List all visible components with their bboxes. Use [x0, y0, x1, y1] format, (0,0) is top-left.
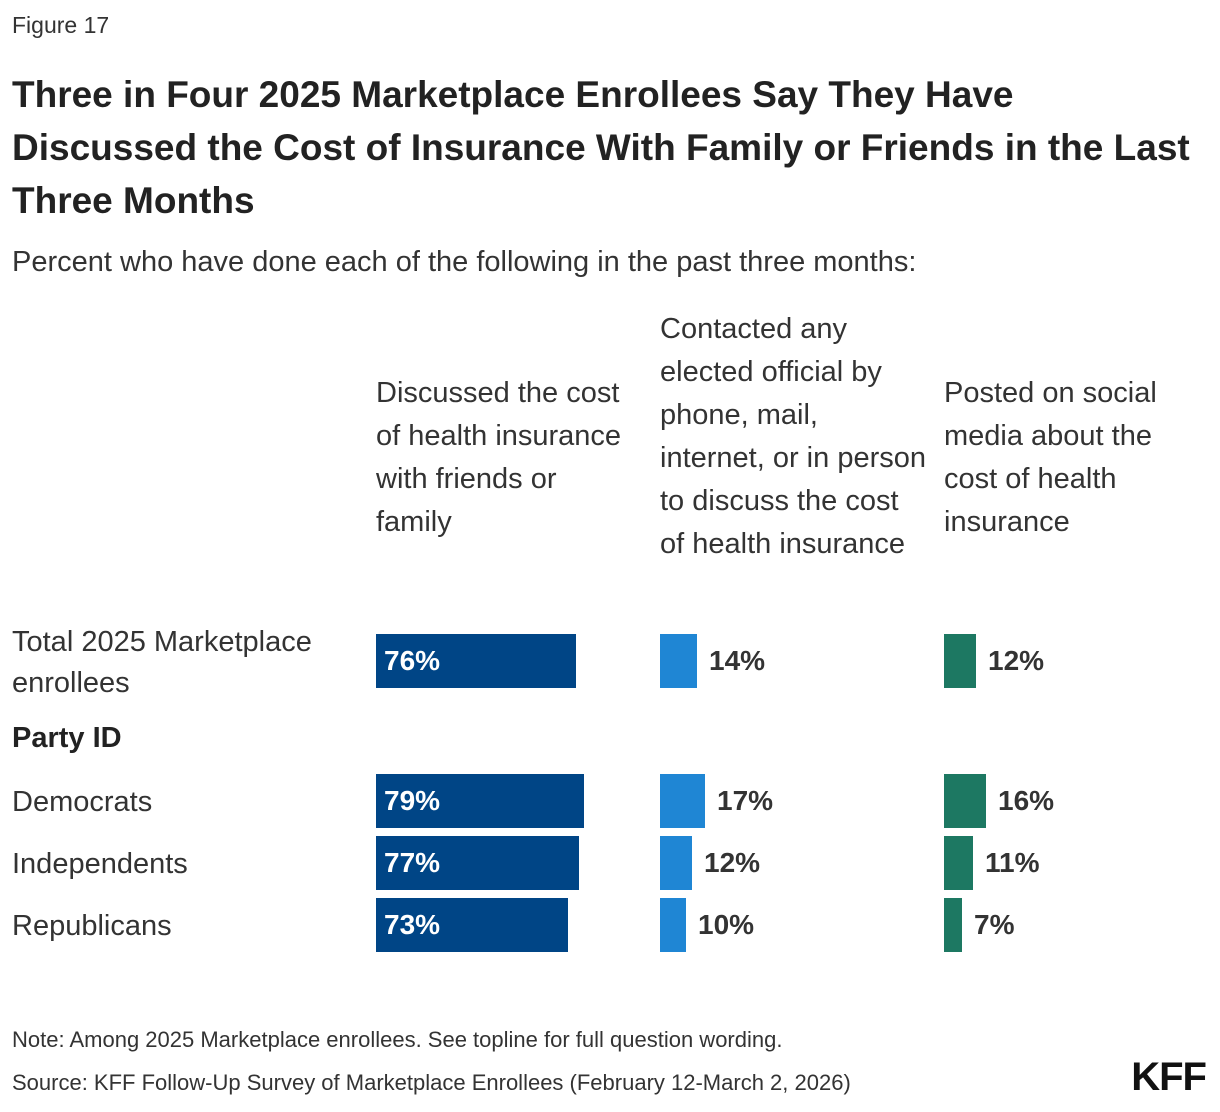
column-header-discussed: Discussed the cost of health insurance w… — [376, 377, 622, 538]
row-label-republicans: Republicans — [12, 910, 172, 942]
bar-value-label: 12% — [988, 645, 1045, 676]
bar-discussed-republicans — [376, 898, 568, 952]
bar-value-label: 14% — [709, 645, 766, 676]
source-note: Source: KFF Follow-Up Survey of Marketpl… — [12, 1070, 851, 1095]
bar-value-label: 77% — [384, 847, 441, 878]
column-header-contacted-official: Contacted any elected official by phone,… — [660, 313, 926, 560]
bar-value-label: 16% — [998, 785, 1055, 816]
group-label-party-id: Party ID — [12, 722, 122, 754]
bar-discussed-democrats — [376, 774, 584, 828]
bar-posted-democrats — [944, 774, 986, 828]
row-label-total: Total 2025 Marketplace enrollees — [12, 626, 312, 699]
bar-value-label: 73% — [384, 909, 441, 940]
bar-posted-independents — [944, 836, 973, 890]
bar-value-label: 10% — [698, 909, 755, 940]
bar-value-label: 7% — [974, 909, 1015, 940]
bar-posted-total — [944, 634, 976, 688]
kff-logo: KFF — [1131, 1055, 1207, 1099]
chart-title: Three in Four 2025 Marketplace Enrollees… — [12, 74, 1190, 221]
chart-subtitle: Percent who have done each of the follow… — [12, 246, 917, 278]
bar-contacted-total — [660, 634, 697, 688]
bar-discussed-independents — [376, 836, 579, 890]
row-label-democrats: Democrats — [12, 786, 153, 818]
bar-value-label: 17% — [717, 785, 774, 816]
bar-contacted-independents — [660, 836, 692, 890]
bar-contacted-democrats — [660, 774, 705, 828]
column-header-posted-social: Posted on social media about the cost of… — [944, 377, 1157, 538]
bar-value-label: 11% — [985, 847, 1040, 878]
footnote: Note: Among 2025 Marketplace enrollees. … — [12, 1027, 783, 1052]
bar-value-label: 79% — [384, 785, 441, 816]
bar-posted-republicans — [944, 898, 962, 952]
bar-value-label: 76% — [384, 645, 441, 676]
bar-discussed-total — [376, 634, 576, 688]
figure-label: Figure 17 — [12, 12, 110, 38]
bar-value-label: 12% — [704, 847, 761, 878]
bar-contacted-republicans — [660, 898, 686, 952]
row-label-independents: Independents — [12, 848, 188, 880]
